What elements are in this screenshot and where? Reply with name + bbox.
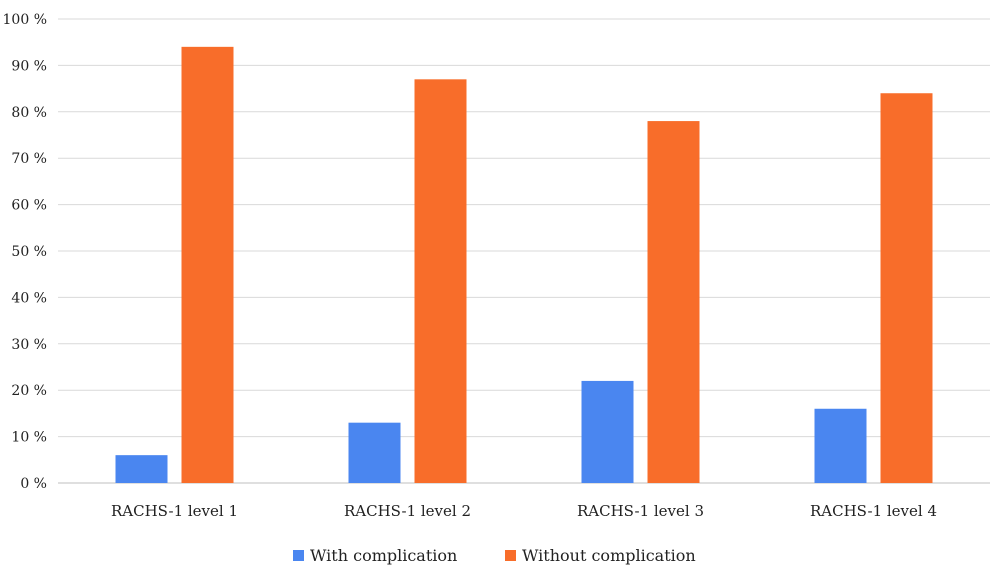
x-category-label: RACHS-1 level 3 [577, 502, 704, 520]
legend-swatch [293, 550, 304, 561]
y-tick-label: 20 % [11, 383, 47, 399]
bar-without-complication [181, 46, 234, 484]
legend-label: With complication [310, 546, 457, 565]
x-category-label: RACHS-1 level 2 [344, 502, 471, 520]
y-axis-ticks: 0 % 10 % 20 % 30 % 40 % 50 % 60 % 70 % 80 % 90 % 1… [3, 12, 47, 492]
legend: With complication Without complication [293, 546, 696, 565]
y-tick-label: 100 % [3, 12, 47, 28]
bar-with-complication [581, 380, 634, 483]
y-tick-label: 0 % [20, 476, 47, 492]
bars [115, 46, 933, 484]
y-tick-label: 50 % [11, 244, 47, 260]
bar-with-complication [115, 455, 168, 483]
x-category-label: RACHS-1 level 1 [111, 502, 238, 520]
x-category-label: RACHS-1 level 4 [810, 502, 937, 520]
bar-without-complication [880, 93, 933, 484]
legend-swatch [505, 550, 516, 561]
x-axis-categories: RACHS-1 level 1 RACHS-1 level 2 RACHS-1 le… [111, 502, 937, 520]
y-tick-label: 80 % [11, 105, 47, 121]
y-tick-label: 60 % [11, 198, 47, 214]
y-tick-label: 90 % [11, 58, 47, 74]
y-tick-label: 10 % [11, 430, 47, 446]
bar-without-complication [647, 121, 700, 483]
legend-label: Without complication [522, 546, 696, 565]
bar-with-complication [814, 408, 867, 483]
y-tick-label: 70 % [11, 151, 47, 167]
bar-without-complication [414, 79, 467, 483]
y-tick-label: 30 % [11, 337, 47, 353]
y-tick-label: 40 % [11, 290, 47, 306]
bar-with-complication [348, 422, 401, 483]
